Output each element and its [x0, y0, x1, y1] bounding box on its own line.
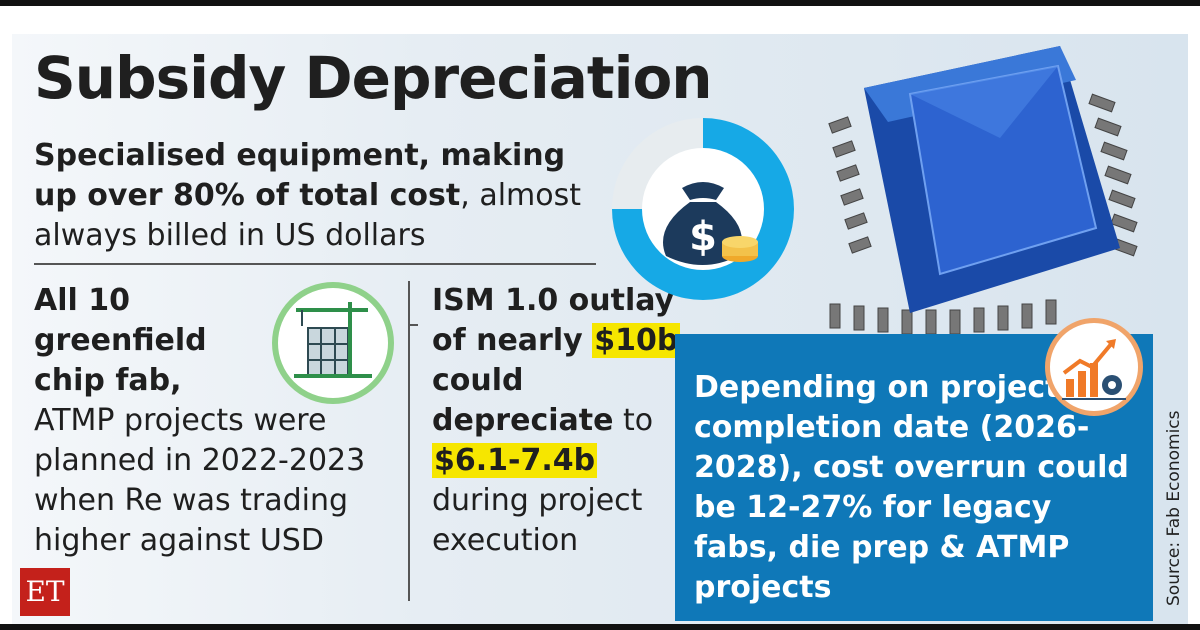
et-logo: ET: [20, 568, 70, 616]
chip-icon: [828, 46, 1138, 335]
column-divider-tick: [408, 324, 418, 326]
col2-part1: ISM 1.0 outlay of nearly: [432, 283, 675, 358]
source-credit: Source: Fab Economics: [1164, 410, 1184, 607]
money-bag-icon: $: [612, 118, 794, 300]
svg-text:$: $: [689, 214, 717, 260]
col2-highlight-10b: $10b: [592, 323, 681, 358]
col2-highlight-range: $6.1-7.4b: [432, 443, 598, 478]
column-divider: [408, 281, 410, 601]
column-projects: All 10 greenfield chip fab, ATMP project…: [34, 281, 394, 561]
subtitle-rest: , almost always billed in US dollars: [34, 178, 582, 253]
subtitle-bold: Specialised equipment, making up over 80…: [34, 138, 566, 213]
col1-text: ATMP projects were planned in 2022-2023 …: [34, 403, 366, 558]
col2-part4: during project execution: [432, 483, 643, 558]
col1-bold: All 10 greenfield chip fab,: [34, 283, 207, 398]
subtitle: Specialised equipment, making up over 80…: [34, 136, 614, 256]
col2-part3: to: [622, 403, 654, 438]
summary-text: Depending on project completion date (20…: [694, 370, 1129, 605]
col2-part2: could depreciate: [432, 363, 614, 438]
page-title: Subsidy Depreciation: [34, 44, 713, 112]
construction-crane-icon: [272, 282, 394, 404]
column-ism: ISM 1.0 outlay of nearly $10b could depr…: [432, 281, 692, 561]
divider: [34, 263, 596, 265]
growth-chart-gear-icon: [1045, 318, 1143, 416]
